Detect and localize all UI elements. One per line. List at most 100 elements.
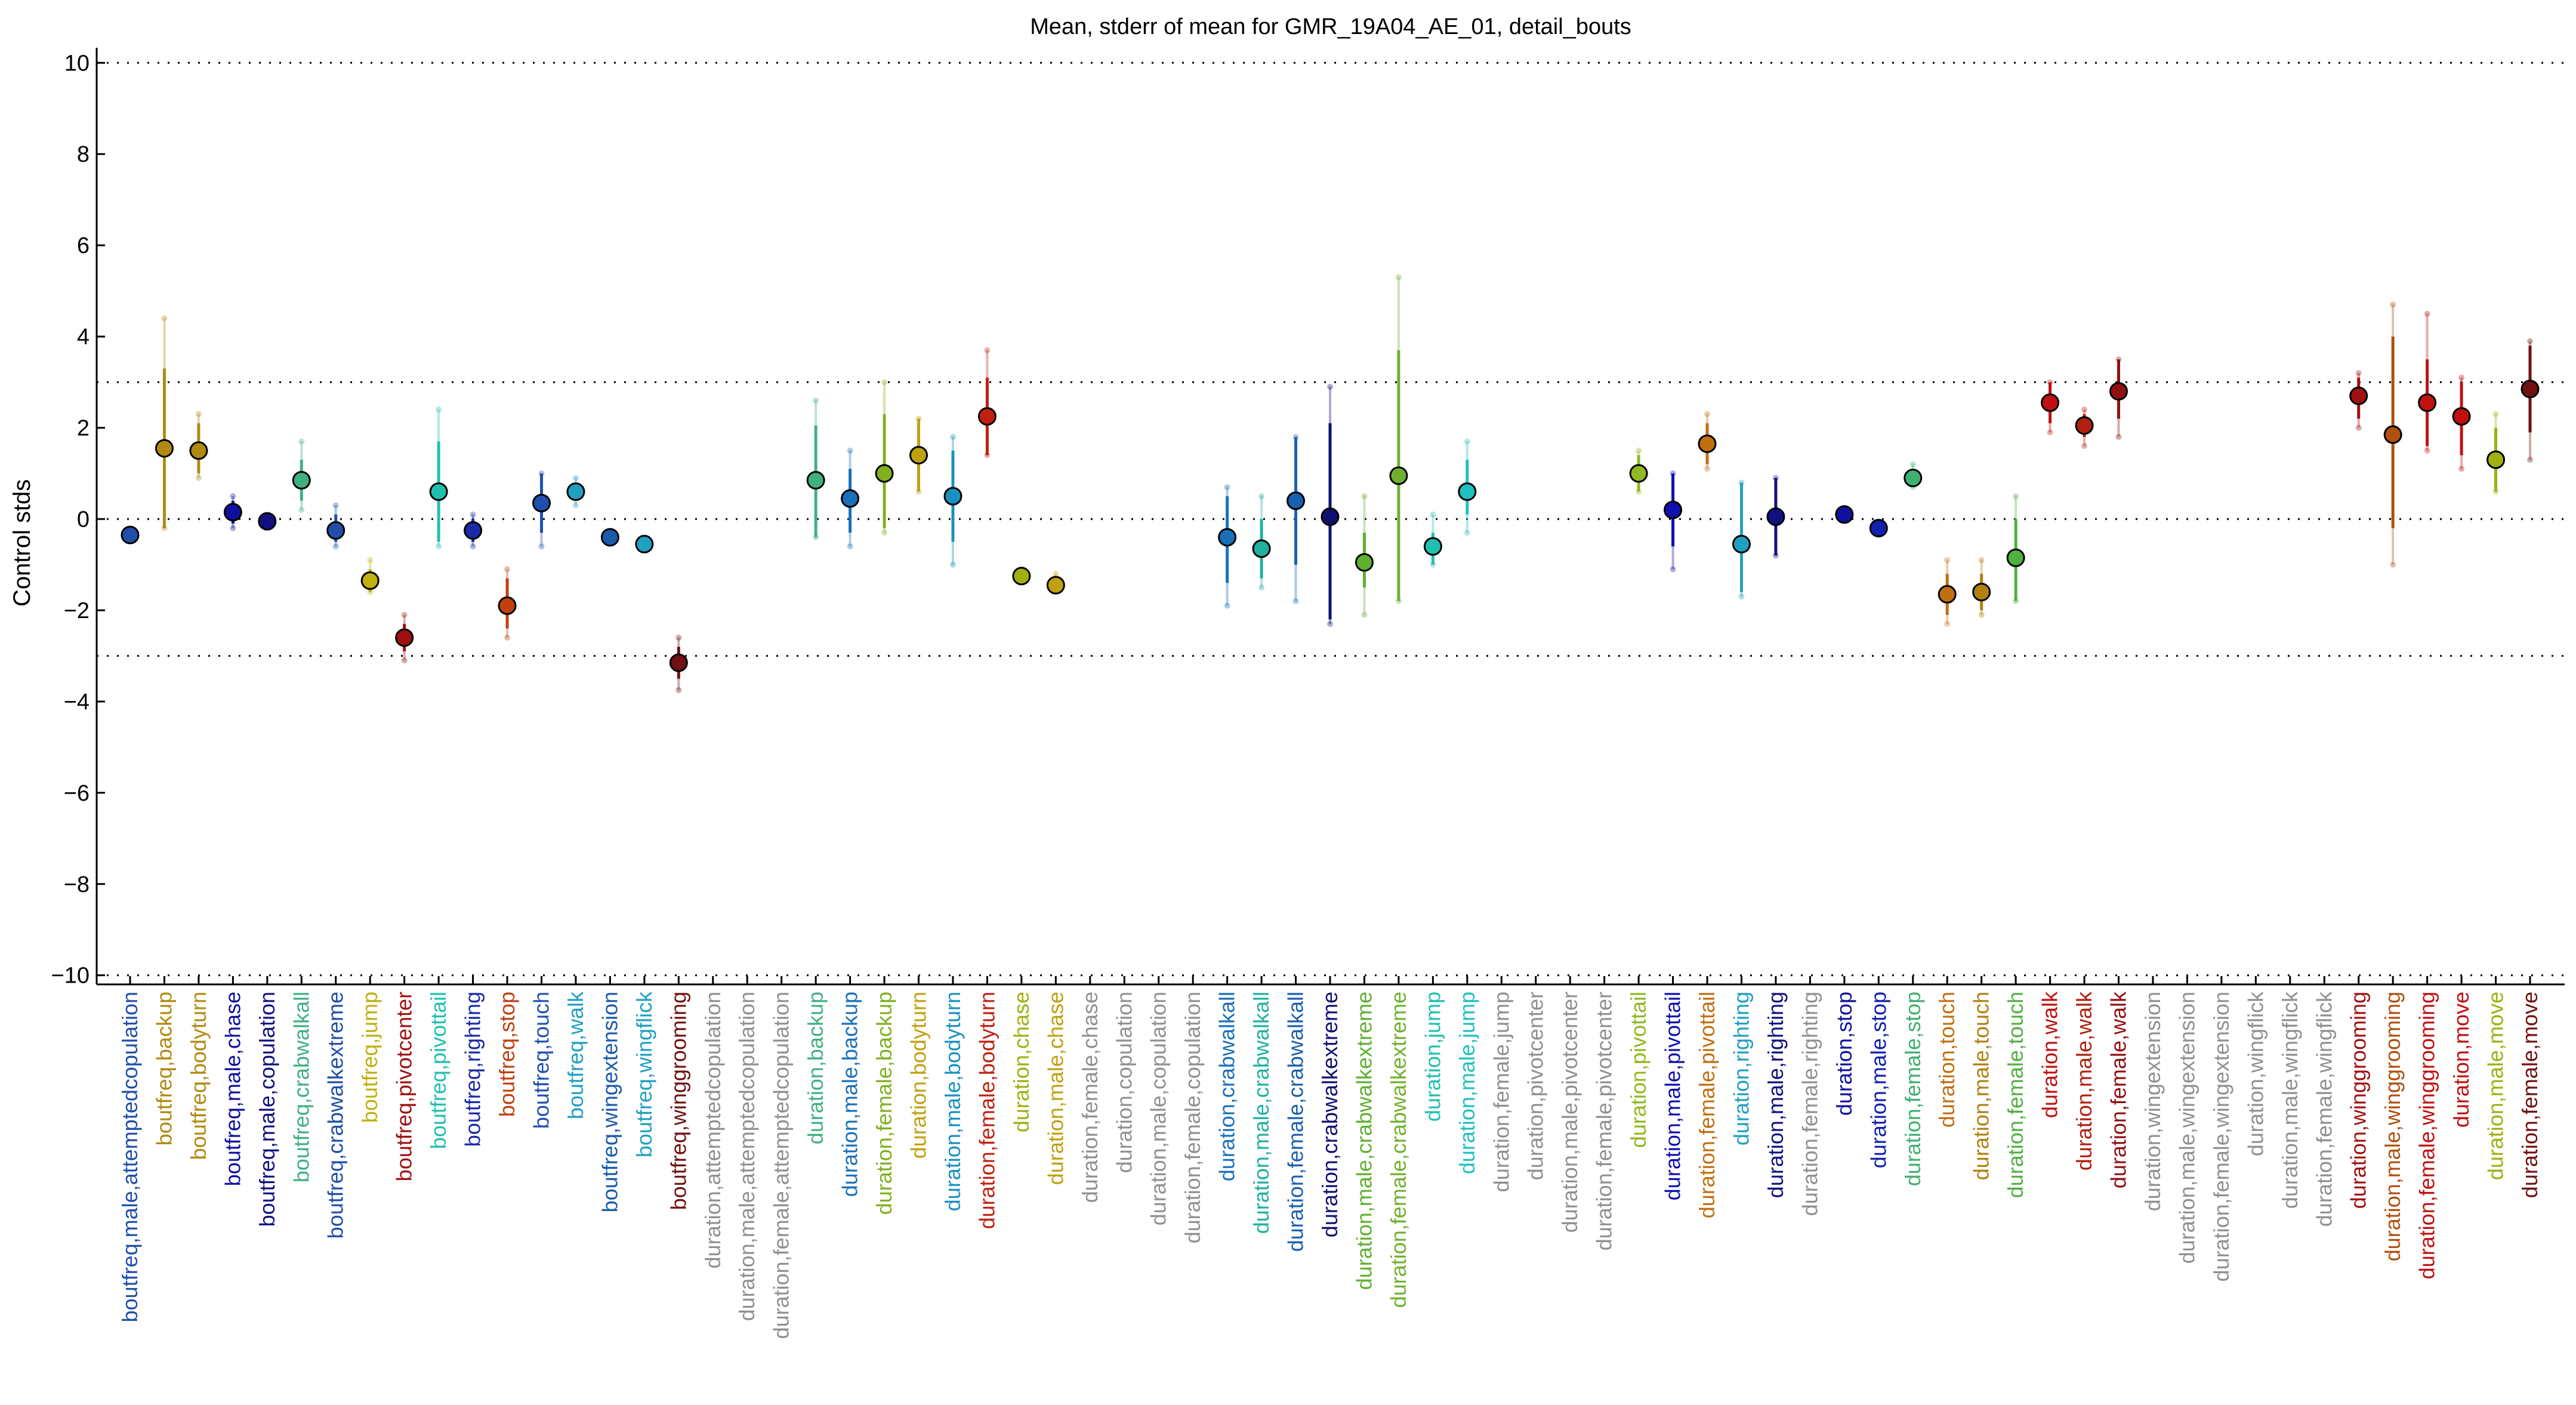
ci-lower-cap <box>2047 429 2053 436</box>
ci-upper-cap <box>1053 570 1059 577</box>
x-tick-label: duration,male,wingextension <box>2174 992 2199 1264</box>
data-point-group <box>1355 493 1374 618</box>
mean-marker <box>2383 425 2402 444</box>
data-point-group <box>1766 475 1785 559</box>
data-point-group <box>1423 511 1442 568</box>
data-point-group <box>2075 406 2094 449</box>
mean-marker <box>1012 567 1031 586</box>
x-tick-label: duration,male,move <box>2484 992 2508 1180</box>
ci-lower-cap <box>1464 529 1470 536</box>
x-tick-label: duration,wingextension <box>2140 992 2165 1211</box>
data-point-group <box>2486 411 2506 495</box>
mean-marker <box>1218 528 1237 547</box>
mean-marker <box>223 503 242 522</box>
ci-upper-cap <box>436 406 442 413</box>
x-tick-label: boutfreq,male,attemptedcopulation <box>118 992 142 1322</box>
y-tick-label: 4 <box>77 325 90 350</box>
mean-marker <box>600 528 619 547</box>
mean-marker <box>2418 393 2437 412</box>
ci-upper-cap <box>2492 411 2499 418</box>
mean-marker <box>1389 466 1408 485</box>
data-point-group <box>977 347 997 458</box>
data-point-group <box>189 411 208 481</box>
ci-lower-cap <box>332 543 339 549</box>
data-point-group <box>2109 356 2128 440</box>
data-point-group <box>669 634 688 693</box>
ci-lower-cap <box>2424 447 2430 454</box>
y-tick-label: −6 <box>64 781 90 806</box>
ci-upper-cap <box>1978 557 1985 563</box>
mean-marker <box>1287 491 1306 510</box>
data-point-group <box>498 566 517 641</box>
x-tick-label: duration,wingflick <box>2243 991 2268 1156</box>
ci-upper-cap <box>1327 384 1333 390</box>
data-point-group <box>395 612 414 664</box>
data-point-group <box>2383 301 2402 568</box>
ci-lower-cap <box>2115 434 2122 440</box>
ci-upper-cap <box>401 612 408 618</box>
data-point-group <box>1732 479 1751 600</box>
mean-marker <box>326 521 345 540</box>
data-point-group <box>1012 567 1031 586</box>
x-tick-label: duration,male,crabwalkall <box>1249 992 1273 1234</box>
x-tick-label: duration,female,wingextension <box>2209 992 2233 1282</box>
data-point-group <box>360 557 380 595</box>
x-tick-label: duration,female,crabwalkall <box>1284 992 1308 1252</box>
ci-lower-cap <box>572 502 579 509</box>
data-point-group <box>1321 384 1340 627</box>
ci-upper-cap <box>2013 493 2019 499</box>
data-point-group <box>429 406 448 549</box>
data-point-group <box>2006 493 2025 604</box>
data-point-group <box>600 528 619 547</box>
ci-lower-cap <box>949 561 956 568</box>
y-tick-label: 2 <box>77 416 90 441</box>
x-tick-label: duration,male,walk <box>2072 991 2096 1171</box>
x-tick-label: duration,female,pivotcenter <box>1592 992 1616 1250</box>
data-point-group <box>1287 434 1306 604</box>
x-tick-label: duration,crabwalkextreme <box>1318 992 1342 1237</box>
mean-marker <box>1355 553 1374 572</box>
mean-marker <box>155 439 174 458</box>
ci-upper-cap <box>1944 557 1951 563</box>
data-point-group <box>1458 439 1477 536</box>
x-tick-label: duration,female,backup <box>872 992 896 1215</box>
data-point-group <box>1218 484 1237 609</box>
x-tick-label: duration,male,pivottail <box>1661 992 1685 1200</box>
x-tick-label: boutfreq,backup <box>152 992 176 1145</box>
data-point-group <box>1046 570 1065 595</box>
ci-upper-cap <box>2527 338 2533 344</box>
data-point-group <box>2418 310 2437 454</box>
data-point-group <box>1252 493 1271 591</box>
mean-marker <box>1423 537 1442 556</box>
data-point-group <box>2041 379 2060 436</box>
data-point-group <box>1629 447 1648 495</box>
y-tick-label: 6 <box>77 233 90 258</box>
mean-marker <box>566 482 585 501</box>
x-tick-label: duration,female,move <box>2518 992 2542 1198</box>
x-tick-label: duration,move <box>2449 992 2473 1128</box>
data-series <box>121 274 2540 693</box>
x-tick-label: duration,male,bodyturn <box>940 992 965 1211</box>
mean-marker <box>1938 585 1957 604</box>
ci-lower-cap <box>1327 620 1333 627</box>
ci-lower-cap <box>298 507 305 513</box>
ci-lower-cap <box>504 634 511 641</box>
mean-marker <box>360 571 380 590</box>
ci-upper-cap <box>367 557 374 563</box>
data-point-group <box>2521 338 2540 463</box>
mean-marker <box>121 526 140 545</box>
mean-marker <box>1972 582 1991 601</box>
mean-marker <box>977 407 997 426</box>
x-tick-label: duration,female,chase <box>1078 992 1102 1203</box>
data-point-group <box>635 535 654 554</box>
x-tick-label: duration,bodyturn <box>906 992 931 1159</box>
x-tick-label: duration,male,backup <box>838 992 862 1197</box>
mean-marker <box>1869 518 1888 538</box>
mean-marker <box>635 535 654 554</box>
y-ticks: 10 8 6 4 2 0 −2 −4 −6 −8 −10 <box>51 51 105 989</box>
x-tick-label: duration,backup <box>803 992 828 1144</box>
ci-lower-cap <box>1224 603 1230 609</box>
mean-marker <box>498 596 517 615</box>
x-tick-label: boutfreq,bodyturn <box>186 992 211 1160</box>
mean-marker <box>1321 507 1340 526</box>
